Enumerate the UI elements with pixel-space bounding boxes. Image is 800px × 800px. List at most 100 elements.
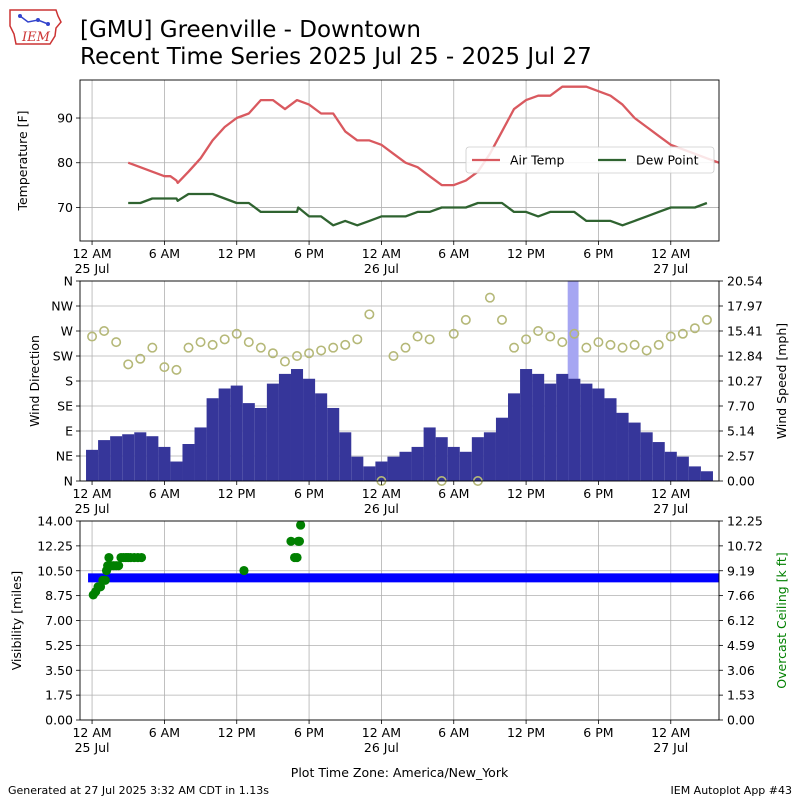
x-date-label: 26 Jul bbox=[364, 261, 399, 276]
visibility-tick-label: 3.50 bbox=[45, 663, 73, 678]
wind-speed-bar bbox=[351, 456, 364, 481]
x-tick-label: 12 AM bbox=[72, 246, 111, 261]
wind-speed-bar bbox=[568, 378, 581, 481]
wind-speed-bar bbox=[604, 398, 617, 481]
axes-frame bbox=[79, 280, 720, 482]
wind-speed-bar bbox=[700, 471, 713, 481]
wind-direction-point bbox=[304, 348, 315, 359]
wind-direction-point bbox=[279, 356, 290, 367]
ceiling-tick-label: 12.25 bbox=[727, 514, 763, 529]
wind-speed-bar bbox=[242, 403, 255, 481]
wind-direction-point bbox=[412, 331, 423, 342]
ceiling-point bbox=[286, 536, 296, 546]
x-date-label: 27 Jul bbox=[653, 501, 688, 516]
wind-direction-point bbox=[111, 337, 122, 348]
y-tick-label: 80 bbox=[57, 155, 73, 170]
speed-tick-label: 20.54 bbox=[727, 274, 763, 289]
speed-tick-label: 7.70 bbox=[727, 399, 755, 414]
logo-text: IEM bbox=[21, 30, 51, 45]
x-tick-label: 6 PM bbox=[583, 246, 613, 261]
speed-tick-label: 10.27 bbox=[727, 374, 763, 389]
dew-point-line bbox=[128, 192, 708, 227]
wind-direction-point bbox=[629, 339, 640, 350]
wind-direction-point bbox=[484, 292, 495, 303]
wind-direction-point bbox=[195, 337, 206, 348]
x-date-label: 25 Jul bbox=[75, 501, 110, 516]
wind-direction-point bbox=[255, 342, 266, 353]
x-tick-label: 6 PM bbox=[294, 246, 324, 261]
wind-speed-bar bbox=[447, 446, 460, 481]
axes-frame bbox=[79, 79, 720, 242]
wind-speed-bar bbox=[508, 393, 521, 481]
legend-label: Dew Point bbox=[636, 153, 699, 168]
wind-direction-point bbox=[665, 331, 676, 342]
wind-speed-bar bbox=[640, 432, 653, 481]
x-tick-label: 12 AM bbox=[362, 725, 401, 740]
wind-speed-bar bbox=[206, 398, 219, 481]
wind-direction-point bbox=[569, 328, 580, 339]
wind-speed-bar bbox=[122, 434, 135, 481]
ceiling-point bbox=[100, 575, 110, 585]
x-tick-label: 12 AM bbox=[651, 725, 690, 740]
wind-direction-point bbox=[183, 342, 194, 353]
x-tick-label: 6 AM bbox=[438, 725, 469, 740]
wind-speed-bar bbox=[146, 436, 159, 481]
generated-footer: Generated at 27 Jul 2025 3:32 AM CDT in … bbox=[8, 784, 269, 797]
y-axis-label: Visibility [miles] bbox=[9, 571, 24, 670]
wind-speed-bar bbox=[399, 451, 412, 481]
wind-speed-bar bbox=[664, 451, 677, 481]
x-tick-label: 12 PM bbox=[507, 246, 545, 261]
legend-box bbox=[465, 146, 715, 174]
wind-direction-point bbox=[617, 342, 628, 353]
ceiling-point bbox=[294, 536, 305, 546]
direction-tick-label: S bbox=[65, 374, 73, 389]
direction-tick-label: NE bbox=[56, 449, 73, 464]
x-tick-label: 6 AM bbox=[438, 246, 469, 261]
x-tick-label: 12 AM bbox=[362, 486, 401, 501]
wind-direction-point bbox=[593, 337, 604, 348]
visibility-tick-label: 1.75 bbox=[45, 688, 73, 703]
wind-speed-bar bbox=[315, 393, 328, 481]
x-tick-label: 12 AM bbox=[651, 246, 690, 261]
ceiling-point bbox=[292, 552, 302, 563]
x-tick-label: 12 PM bbox=[507, 486, 545, 501]
ceiling-point bbox=[136, 552, 147, 563]
wind-direction-point bbox=[521, 334, 532, 345]
visibility-tick-label: 7.00 bbox=[45, 613, 73, 628]
direction-tick-label: NW bbox=[51, 299, 73, 314]
wind-speed-bar bbox=[278, 373, 291, 481]
wind-direction-point bbox=[267, 348, 278, 359]
wind-speed-bar bbox=[170, 461, 183, 481]
wind-direction-point bbox=[448, 328, 459, 339]
wind-speed-bar bbox=[134, 432, 147, 481]
wind-speed-bar bbox=[363, 466, 376, 481]
wind-speed-bar bbox=[254, 407, 267, 481]
wind-speed-bar bbox=[495, 417, 509, 481]
wind-direction-point bbox=[545, 331, 556, 342]
app-footer: IEM Autoplot App #43 bbox=[670, 784, 793, 797]
wind-speed-bar bbox=[616, 412, 629, 481]
x-date-label: 25 Jul bbox=[75, 740, 110, 755]
wind-direction-point bbox=[641, 345, 652, 356]
visibility-tick-label: 10.50 bbox=[37, 563, 73, 578]
wind-speed-bar bbox=[459, 451, 472, 481]
wind-speed-bar bbox=[327, 407, 340, 481]
chart-subtitle: Recent Time Series 2025 Jul 25 - 2025 Ju… bbox=[80, 44, 592, 70]
x-tick-label: 6 AM bbox=[149, 725, 180, 740]
visibility-tick-label: 12.25 bbox=[37, 538, 73, 553]
wind-direction-point bbox=[400, 342, 411, 353]
chart-title: [GMU] Greenville - Downtown bbox=[80, 17, 421, 43]
wind-direction-point bbox=[689, 323, 700, 334]
wind-direction-point bbox=[364, 309, 375, 320]
wind-direction-point bbox=[99, 325, 110, 336]
wind-direction-point bbox=[653, 339, 664, 350]
wind-speed-bar bbox=[86, 449, 99, 481]
wind-speed-bar bbox=[266, 383, 279, 481]
wind-speed-bar bbox=[628, 422, 641, 481]
x-tick-label: 6 AM bbox=[438, 486, 469, 501]
axes-frame bbox=[79, 520, 720, 721]
x-tick-label: 12 AM bbox=[651, 486, 690, 501]
speed-tick-label: 15.41 bbox=[727, 324, 763, 339]
x-tick-label: 12 AM bbox=[72, 486, 111, 501]
x-tick-label: 6 AM bbox=[149, 246, 180, 261]
